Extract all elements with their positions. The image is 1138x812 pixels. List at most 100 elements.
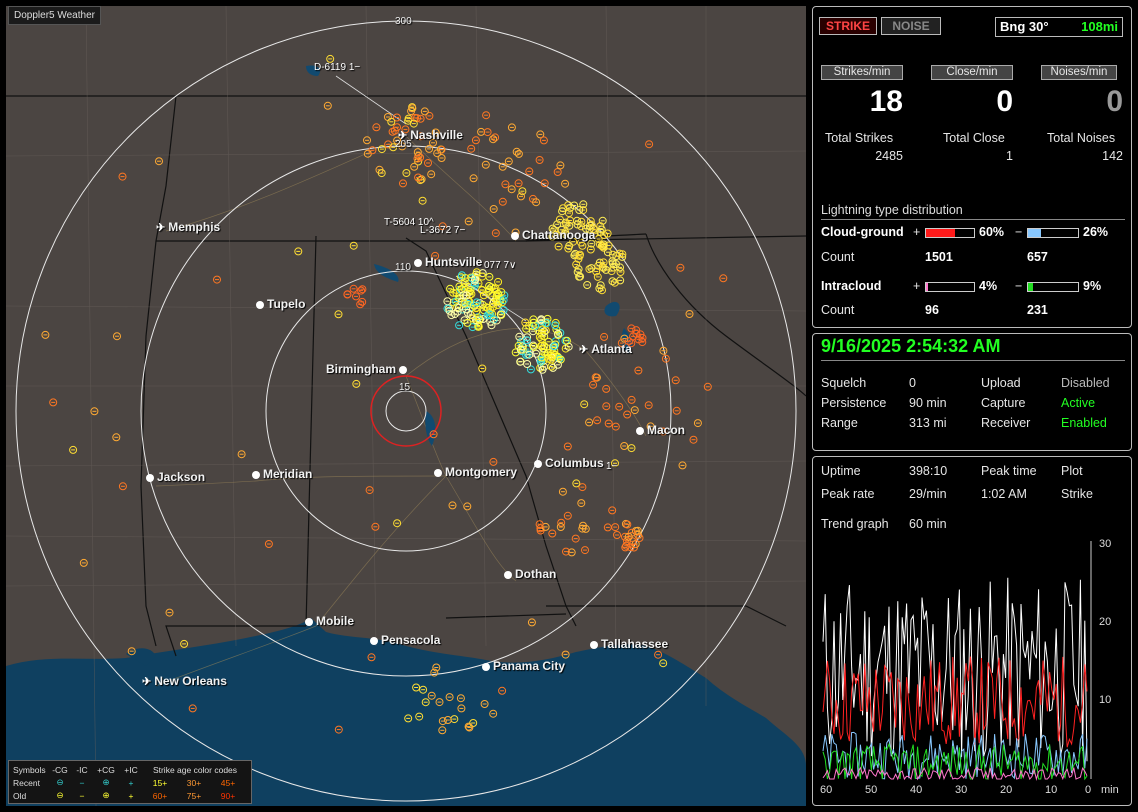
strike-symbol — [450, 715, 459, 724]
ic-positive-count: 96 — [925, 303, 939, 317]
strike-symbol — [516, 345, 525, 354]
strike-symbol — [532, 198, 541, 207]
strike-symbol — [356, 300, 365, 309]
trend-graph-label: Trend graph — [821, 517, 889, 531]
x-unit: min — [1101, 784, 1119, 796]
city-dot-icon — [256, 301, 264, 309]
strike-symbol — [371, 522, 380, 531]
total-close-label: Total Close — [943, 131, 1005, 145]
strike-symbol — [516, 357, 525, 366]
strike-symbol — [529, 342, 538, 351]
range-label: Range — [821, 416, 858, 430]
strike-symbol — [517, 192, 525, 201]
city-dot-icon — [414, 259, 422, 267]
strike-symbol — [636, 330, 645, 339]
trend-series — [822, 577, 1088, 781]
intracloud-label: Intracloud — [821, 279, 882, 293]
strike-symbol — [431, 251, 440, 260]
strike-button[interactable]: STRIKE — [819, 17, 877, 35]
strike-symbol — [479, 291, 488, 300]
pos-ic-icon: + — [128, 790, 134, 801]
strike-symbol — [368, 146, 377, 155]
noises-per-min-value: 0 — [1106, 85, 1123, 118]
strike-symbol — [577, 238, 585, 247]
strike-symbol — [377, 145, 386, 154]
strike-symbol — [372, 123, 381, 132]
strike-symbol — [334, 310, 343, 319]
cg-positive-count: 1501 — [925, 250, 953, 264]
city-panama-city: Panama City — [482, 659, 565, 673]
datetime: 9/16/2025 2:54:32 AM — [821, 336, 1001, 356]
strike-symbol — [600, 332, 609, 341]
strike-symbol — [429, 430, 438, 439]
ic-negative-count: 231 — [1027, 303, 1048, 317]
strike-symbol — [611, 422, 620, 431]
strike-symbol — [514, 179, 523, 188]
uptime-value: 398:10 — [909, 464, 948, 478]
strike-symbol — [529, 327, 538, 336]
strike-symbol — [598, 216, 607, 225]
strike-symbol — [563, 442, 572, 451]
strike-symbol — [480, 700, 489, 708]
trend-line — [822, 766, 1088, 781]
neg-cg-icon: ⊖ — [56, 777, 64, 787]
strike-symbol — [558, 207, 567, 216]
city-tallahassee: Tallahassee — [590, 637, 668, 651]
strike-symbol — [608, 257, 617, 266]
age-code: 90+ — [220, 790, 236, 801]
strike-symbol — [463, 502, 472, 511]
x-tick: 40 — [910, 784, 922, 796]
strike-symbol — [544, 354, 553, 363]
strike-symbol — [514, 149, 523, 158]
age-code: 30+ — [186, 777, 202, 788]
strike-symbol — [551, 230, 560, 239]
strike-symbol — [517, 337, 526, 346]
strike-symbol — [457, 704, 466, 713]
strike-symbol — [581, 524, 590, 533]
city-dot-icon — [534, 460, 542, 468]
storm-marker-label: D-6119 1− — [314, 62, 361, 73]
strike-symbols — [41, 54, 728, 735]
strike-symbol — [661, 354, 670, 363]
strike-symbol — [535, 520, 544, 529]
pos-ic-icon: + — [128, 777, 134, 788]
strike-symbol — [499, 296, 508, 305]
strike-symbol — [535, 156, 544, 164]
lightning-map[interactable]: Doppler5 Weather 300 205 110 15 D-6119 1… — [6, 6, 806, 806]
strike-symbol — [127, 647, 136, 656]
strike-symbol — [554, 242, 563, 251]
trend-panel: Uptime 398:10 Peak time Plot Peak rate 2… — [812, 456, 1132, 806]
strike-symbol — [294, 247, 303, 256]
trend-window-value: 60 min — [909, 517, 947, 531]
strike-symbol — [404, 714, 413, 723]
strike-symbol — [483, 128, 492, 137]
city-dot-icon — [636, 427, 644, 435]
strike-symbol — [507, 185, 516, 194]
city-macon: Macon — [636, 423, 685, 437]
strike-symbol — [491, 133, 500, 142]
strike-symbol — [608, 506, 617, 515]
strike-symbol — [402, 169, 411, 177]
strike-symbol — [573, 220, 582, 229]
strike-symbol — [602, 402, 611, 411]
city-dot-icon — [252, 471, 260, 479]
strike-symbol — [358, 297, 367, 306]
strike-symbol — [485, 285, 494, 294]
strike-symbol — [607, 267, 616, 276]
strike-symbol — [469, 174, 478, 183]
strike-symbol — [557, 518, 566, 527]
strike-symbol — [415, 712, 424, 721]
strike-symbol — [525, 167, 534, 176]
strike-symbol — [334, 725, 343, 734]
close-per-min-header: Close/min — [931, 65, 1013, 80]
strike-symbol — [593, 272, 602, 281]
strike-symbol — [536, 130, 545, 139]
receiver-value: Enabled — [1061, 416, 1107, 430]
strike-symbol — [482, 111, 491, 120]
strikes-per-min-header: Strikes/min — [821, 65, 903, 80]
strike-symbol — [602, 384, 611, 393]
noise-button[interactable]: NOISE — [881, 17, 941, 35]
range-label-205: 205 — [395, 139, 412, 150]
total-strikes-label: Total Strikes — [825, 131, 894, 145]
strike-symbol — [551, 321, 560, 330]
